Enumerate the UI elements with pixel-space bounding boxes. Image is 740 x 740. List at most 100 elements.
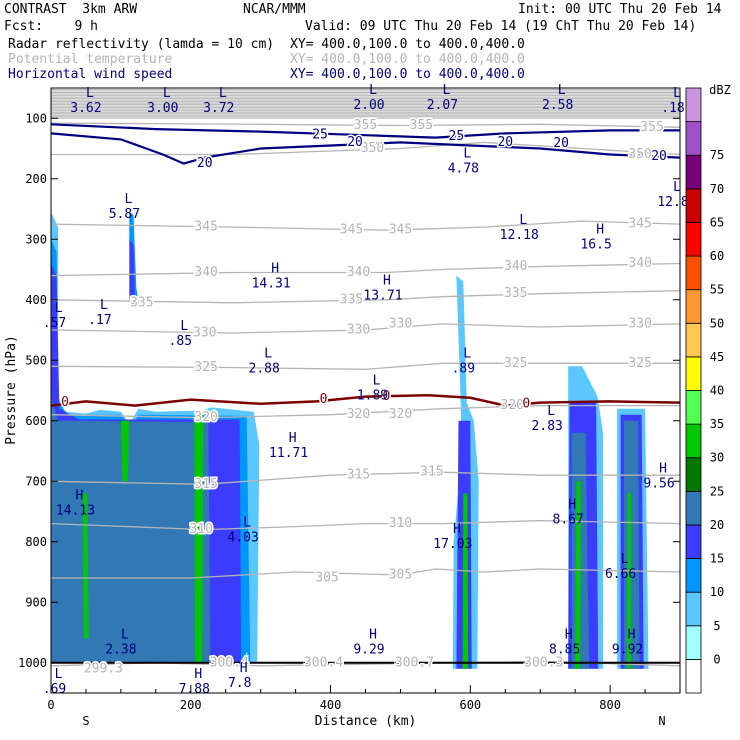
theta-label: 350 [361, 141, 384, 156]
hl-value: 16.5 [580, 237, 611, 252]
south-label: S [82, 714, 89, 728]
theta-label: 330 [193, 326, 216, 341]
theta-315 [51, 471, 680, 485]
theta-label: 325 [628, 356, 651, 371]
hl-letter: H [369, 628, 377, 643]
hl-letter: L [124, 192, 132, 207]
colorbar-tick-label: 65 [710, 215, 724, 229]
hl-letter: H [565, 628, 573, 643]
hl-letter: H [194, 667, 202, 682]
colorbar-box [685, 87, 702, 123]
init-time: Init: 00 UTC Thu 20 Feb 14 [518, 2, 722, 17]
theta-label: 315 [347, 468, 370, 483]
theta-label: 340 [504, 259, 527, 274]
field-wind-name: Horizontal wind speed [8, 67, 173, 82]
wind-label: 20 [651, 149, 667, 164]
colorbar-box [685, 289, 702, 324]
x-tick-label: 0 [47, 698, 54, 712]
freezing-label: 0 [320, 392, 328, 407]
hl-letter: L [86, 86, 94, 101]
y-tick-label: 600 [25, 414, 47, 428]
theta-label: 325 [504, 356, 527, 371]
freezing-label: 0 [383, 389, 391, 404]
field-theta-xy: XY= 400.0,100.0 to 400.0,400.0 [290, 52, 525, 67]
colorbar-box [685, 188, 702, 223]
hl-letter: L [463, 147, 471, 162]
wind-20 [51, 132, 680, 165]
colorbar-tick-label: 45 [710, 350, 724, 364]
theta-label: 320 [389, 407, 412, 422]
hl-value: 9.29 [353, 643, 384, 658]
hl-letter: L [673, 180, 681, 195]
theta-label: 300.3 [524, 655, 563, 670]
field-theta-name: Potential temperature [8, 52, 173, 67]
x-tick-label: 200 [180, 698, 202, 712]
hl-value: 2.83 [532, 419, 563, 434]
theta-label: 315 [420, 465, 443, 480]
north-label: N [658, 714, 665, 728]
hl-value: 12.18 [500, 228, 539, 243]
field-radar-xy: XY= 400.0,100.0 to 400.0,400.0 [290, 37, 525, 52]
hl-letter: H [659, 461, 667, 476]
y-tick-label: 200 [25, 172, 47, 186]
reflectivity-region-6 [82, 493, 89, 639]
reflectivity-region-7 [120, 420, 130, 482]
hl-value: 8.85 [549, 643, 580, 658]
hl-value: 14.13 [56, 503, 95, 518]
colorbar-box [685, 255, 702, 291]
hl-letter: L [55, 667, 63, 682]
freezing-level-line [51, 394, 680, 407]
institution: NCAR/MMM [243, 2, 306, 17]
y-tick-label: 700 [25, 474, 47, 488]
hl-value: 2.07 [427, 98, 458, 113]
colorbar-box [685, 390, 702, 425]
hl-value: 3.00 [147, 101, 178, 116]
hl-value: 6.66 [605, 567, 636, 582]
reflectivity-region-11 [462, 493, 469, 669]
field-wind-xy: XY= 400.0,100.0 to 400.0,400.0 [290, 67, 525, 82]
colorbar-tick-label: 15 [710, 552, 724, 566]
hl-letter: L [442, 83, 450, 98]
y-tick-label: 300 [25, 232, 47, 246]
hl-value: 5.87 [109, 207, 140, 222]
reflectivity-region-4 [129, 239, 135, 300]
hl-letter: L [180, 319, 188, 334]
hl-value: 2.58 [542, 98, 573, 113]
theta-325 [51, 362, 680, 370]
x-tick-label: 600 [459, 698, 481, 712]
hl-value: 17.03 [433, 537, 472, 552]
wind-label: 20 [497, 135, 513, 150]
theta-355 [51, 122, 680, 128]
colorbar-box [685, 558, 702, 593]
reflectivity-region-5 [51, 396, 211, 663]
theta-label: 310 [190, 522, 213, 537]
hl-value: 9.56 [643, 476, 674, 491]
theta-label: 330 [347, 323, 370, 338]
hl-letter: L [558, 83, 566, 98]
hl-value: 2.88 [249, 361, 280, 376]
hl-letter: L [463, 346, 471, 361]
hl-letter: H [76, 488, 84, 503]
hl-value: 3.72 [203, 101, 234, 116]
forecast-hour: Fcst: 9 h [4, 19, 98, 34]
hl-value: 1.89 [357, 389, 388, 404]
theta-345 [51, 220, 680, 231]
reflectivity-region-19 [626, 493, 632, 669]
colorbar-tick-label: 55 [710, 283, 724, 297]
colorbar-tick-label: 5 [713, 619, 720, 633]
reflectivity-region-15 [575, 481, 581, 669]
hl-letter: H [596, 222, 604, 237]
wind-25 [51, 123, 680, 139]
theta-label: 340 [628, 256, 651, 271]
hl-value: 4.03 [228, 531, 259, 546]
theta-label: 340 [347, 265, 370, 280]
colorbar-tick-label: 35 [710, 417, 724, 431]
colorbar-box [685, 356, 702, 391]
hl-value: 12.8 [657, 195, 688, 210]
theta-label: 305 [315, 571, 338, 586]
y-tick-label: 900 [25, 595, 47, 609]
theta-label: 299.3 [84, 661, 123, 676]
colorbar-tick-label: 60 [710, 249, 724, 263]
